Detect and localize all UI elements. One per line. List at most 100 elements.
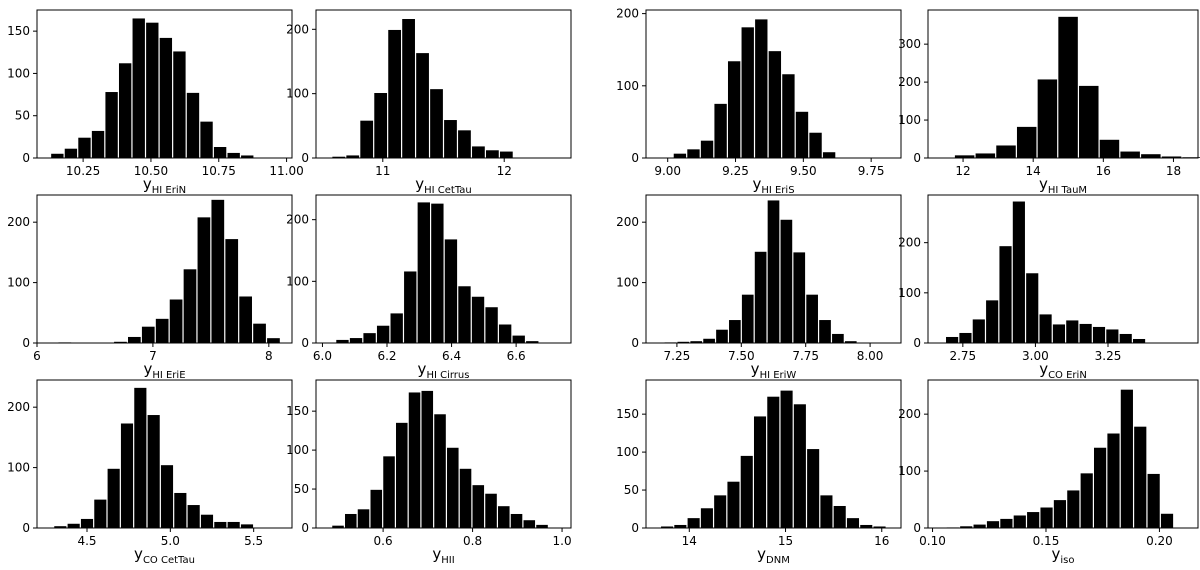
y-tick-label: 200 <box>286 22 309 36</box>
histogram-bar <box>54 526 67 528</box>
histogram-bar <box>357 509 370 528</box>
histogram-bar <box>1013 515 1026 528</box>
histogram-bar <box>1052 324 1066 343</box>
x-tick-label: 9.75 <box>858 164 885 178</box>
histogram-bar <box>780 219 793 343</box>
histogram-bar <box>740 455 753 528</box>
histogram-bar <box>241 155 254 158</box>
histogram-bar <box>363 333 376 343</box>
histogram-bar <box>471 296 485 343</box>
histogram-bar <box>536 524 548 528</box>
x-tick-label: 0.10 <box>919 534 946 548</box>
histogram-bar <box>472 485 485 528</box>
histogram-bar <box>782 74 795 158</box>
histogram-bar <box>1067 490 1080 528</box>
x-tick-label: 5.5 <box>244 534 263 548</box>
y-tick-label: 100 <box>286 274 309 288</box>
axes-frame <box>315 9 572 159</box>
x-axis-label-subscript: DNM <box>766 555 790 566</box>
axes-frame <box>645 194 902 344</box>
axes-frame <box>645 9 902 159</box>
histogram-bar <box>173 51 186 158</box>
histogram-bar <box>114 341 127 343</box>
histogram-bar <box>753 416 767 528</box>
histogram-bar <box>729 320 741 343</box>
histogram-bar <box>1058 16 1078 159</box>
histogram-bar <box>1066 320 1079 343</box>
histogram-bar <box>134 387 147 528</box>
histogram-bar <box>510 513 523 528</box>
histogram-bar <box>240 524 254 528</box>
x-tick-label: 11 <box>375 164 390 178</box>
y-tick-label: 100 <box>286 443 309 457</box>
x-tick-label: 10.50 <box>134 164 168 178</box>
histogram-bar <box>345 513 357 528</box>
histogram-bar <box>183 269 197 343</box>
axes-frame <box>927 9 1199 159</box>
histogram-bar <box>1039 314 1052 343</box>
x-axis-label: yHI EriW <box>646 360 901 381</box>
histogram-bar <box>767 396 780 528</box>
x-axis-label-main: y <box>757 545 767 563</box>
histogram-bar <box>700 508 713 528</box>
x-tick-label: 6.6 <box>507 349 526 363</box>
histogram-bar <box>186 92 200 158</box>
x-axis-label: yHI EriS <box>646 175 901 196</box>
y-tick-label: 100 <box>7 66 30 80</box>
histogram-bar <box>767 200 780 343</box>
histogram-bar <box>458 130 471 158</box>
x-axis-label: yHII <box>316 545 571 566</box>
histogram-bar <box>727 481 740 528</box>
histogram-bar <box>741 27 754 159</box>
histogram-bar <box>986 300 999 343</box>
y-tick-label: 200 <box>898 407 921 421</box>
y-tick-label: 200 <box>616 215 639 229</box>
histogram-bar <box>1016 126 1037 158</box>
y-tick-label: 200 <box>616 7 639 21</box>
x-axis-label-main: y <box>750 360 760 378</box>
histogram-bar <box>860 524 873 528</box>
histogram-bar <box>700 140 714 158</box>
histogram-bar <box>1120 389 1133 528</box>
x-tick-label: 14 <box>682 534 697 548</box>
histogram-bar <box>1099 139 1120 158</box>
histogram-bar <box>146 22 159 158</box>
histogram-bar <box>975 153 996 158</box>
histogram-bar <box>741 294 754 343</box>
histogram-bar <box>819 320 831 343</box>
y-tick-label: 0 <box>631 336 639 350</box>
x-tick-label: 0.15 <box>1033 534 1060 548</box>
histogram-bar <box>421 390 434 528</box>
histogram-bar <box>155 318 169 343</box>
y-tick-label: 0 <box>301 151 309 165</box>
histogram-bar <box>755 19 768 159</box>
histogram-bar <box>200 121 213 158</box>
histogram-bar <box>227 152 240 158</box>
axes-frame <box>36 379 293 529</box>
histogram-bar <box>169 299 183 343</box>
x-axis-label-subscript: HI EriW <box>759 370 797 381</box>
histogram-bar <box>716 329 728 343</box>
histogram-bar <box>674 524 687 528</box>
histogram-bar <box>1107 433 1120 528</box>
x-axis-label-subscript: CO EriN <box>1048 370 1087 381</box>
histogram-bar <box>374 93 388 158</box>
histogram-bar <box>809 132 822 158</box>
x-tick-label: 0.20 <box>1146 534 1173 548</box>
x-tick-label: 8 <box>265 349 273 363</box>
y-tick-label: 0 <box>22 151 30 165</box>
histogram-bar <box>1161 156 1182 158</box>
histogram-bar <box>211 199 225 343</box>
x-tick-label: 7.50 <box>728 349 755 363</box>
histogram-bar <box>1080 473 1093 528</box>
histogram-bar <box>1040 507 1053 528</box>
y-tick-label: 0 <box>631 151 639 165</box>
histogram-bar <box>1053 500 1067 528</box>
histogram-bar <box>1132 338 1146 343</box>
x-tick-label: 1.0 <box>553 534 572 548</box>
histogram-bar <box>267 338 280 343</box>
x-axis-label-subscript: HII <box>441 555 455 566</box>
